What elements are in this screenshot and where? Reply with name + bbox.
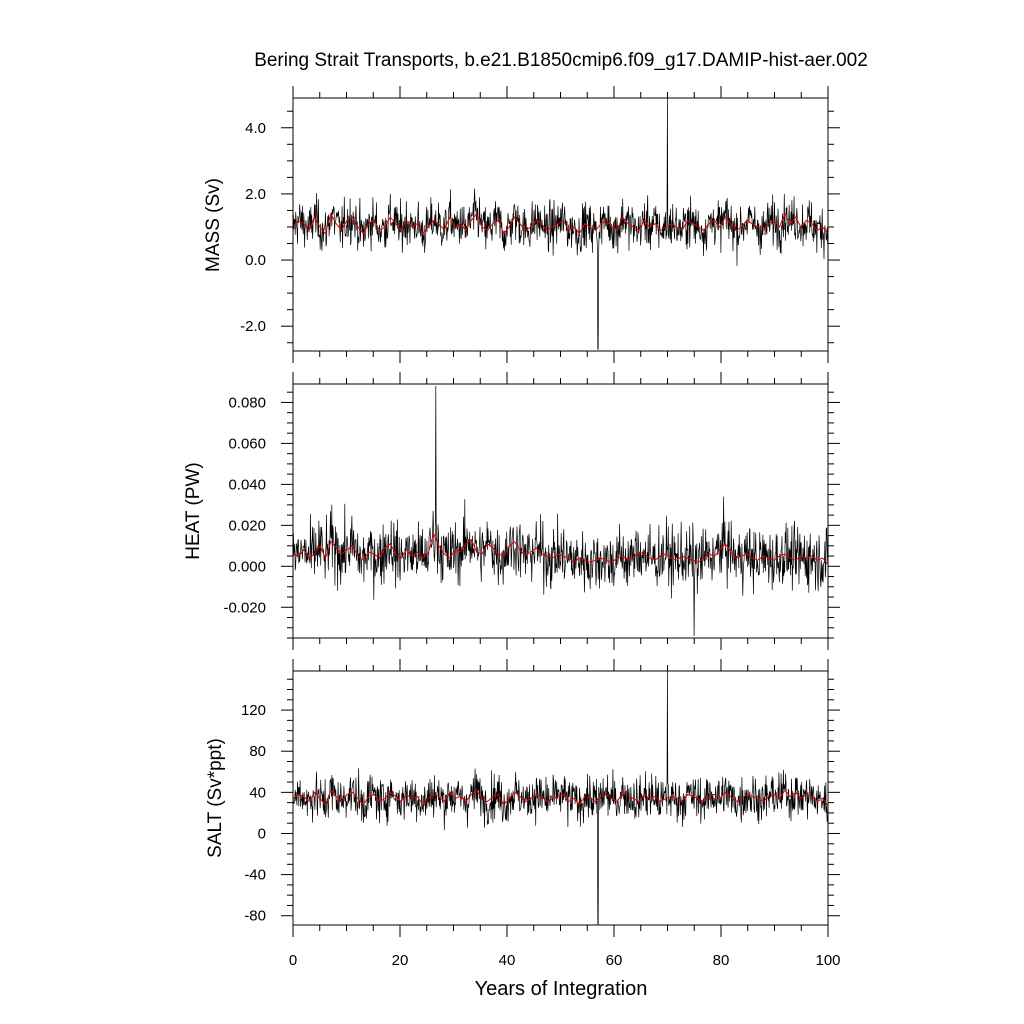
heat-y-axis-label: HEAT (PW) bbox=[183, 462, 204, 559]
heat-y-tick-label: 0.020 bbox=[228, 517, 266, 534]
mass-y-tick-label: 4.0 bbox=[245, 120, 266, 137]
chart-title: Bering Strait Transports, b.e21.B1850cmi… bbox=[254, 50, 868, 71]
heat-monthly-series-line bbox=[292, 385, 829, 637]
x-tick-label: 20 bbox=[392, 952, 409, 969]
salt-y-tick-label: -80 bbox=[244, 908, 266, 925]
salt-y-tick-label: 80 bbox=[249, 743, 266, 760]
x-tick-label: 80 bbox=[713, 952, 730, 969]
mass-y-tick-label: 0.0 bbox=[245, 252, 266, 269]
heat-y-tick-label: 0.040 bbox=[228, 476, 266, 493]
salt-y-tick-label: -40 bbox=[244, 867, 266, 884]
x-tick-label: 0 bbox=[289, 952, 297, 969]
salt-annual-mean-line bbox=[292, 789, 829, 806]
heat-y-tick-label: -0.020 bbox=[223, 599, 266, 616]
mass-axes: -2.0 0.0 2.0 4.0 bbox=[240, 86, 840, 363]
salt-axes: -80 -40 0 40 80 120 0 20 40 60 80 100 bbox=[241, 659, 841, 969]
heat-plot-area bbox=[292, 385, 829, 637]
heat-axes: -0.020 0.000 0.020 0.040 0.060 0.080 bbox=[223, 372, 840, 650]
mass-annual-mean-line bbox=[292, 212, 829, 235]
mass-y-tick-label: -2.0 bbox=[240, 318, 266, 335]
salt-y-tick-label: 40 bbox=[249, 784, 266, 801]
salt-y-axis-label: SALT (Sv*ppt) bbox=[205, 738, 226, 858]
heat-y-tick-label: 0.000 bbox=[228, 558, 266, 575]
x-tick-label: 60 bbox=[606, 952, 623, 969]
salt-plot-area bbox=[292, 670, 829, 925]
x-axis-label: Years of Integration bbox=[475, 978, 648, 1000]
x-tick-label: 40 bbox=[499, 952, 516, 969]
salt-monthly-series-line bbox=[292, 670, 829, 925]
x-tick-label: 100 bbox=[815, 952, 840, 969]
salt-y-tick-label: 120 bbox=[241, 702, 266, 719]
heat-panel: -0.020 0.000 0.020 0.040 0.060 0.080 HEAT (PW… bbox=[183, 372, 840, 650]
heat-annual-mean-line bbox=[292, 531, 829, 565]
mass-panel: -2.0 0.0 2.0 4.0 MASS (Sv) bbox=[203, 86, 840, 363]
heat-y-tick-label: 0.060 bbox=[228, 435, 266, 452]
salt-y-tick-label: 0 bbox=[258, 825, 266, 842]
heat-y-tick-label: 0.080 bbox=[228, 394, 266, 411]
mass-y-axis-label: MASS (Sv) bbox=[203, 178, 224, 272]
heat-panel-frame bbox=[292, 383, 829, 639]
mass-monthly-series-line bbox=[292, 97, 829, 350]
mass-plot-area bbox=[292, 97, 829, 350]
salt-panel: -80 -40 0 40 80 120 0 20 40 60 80 100 SALT (Sv*ppt) bbox=[205, 659, 841, 969]
mass-y-tick-label: 2.0 bbox=[245, 186, 266, 203]
